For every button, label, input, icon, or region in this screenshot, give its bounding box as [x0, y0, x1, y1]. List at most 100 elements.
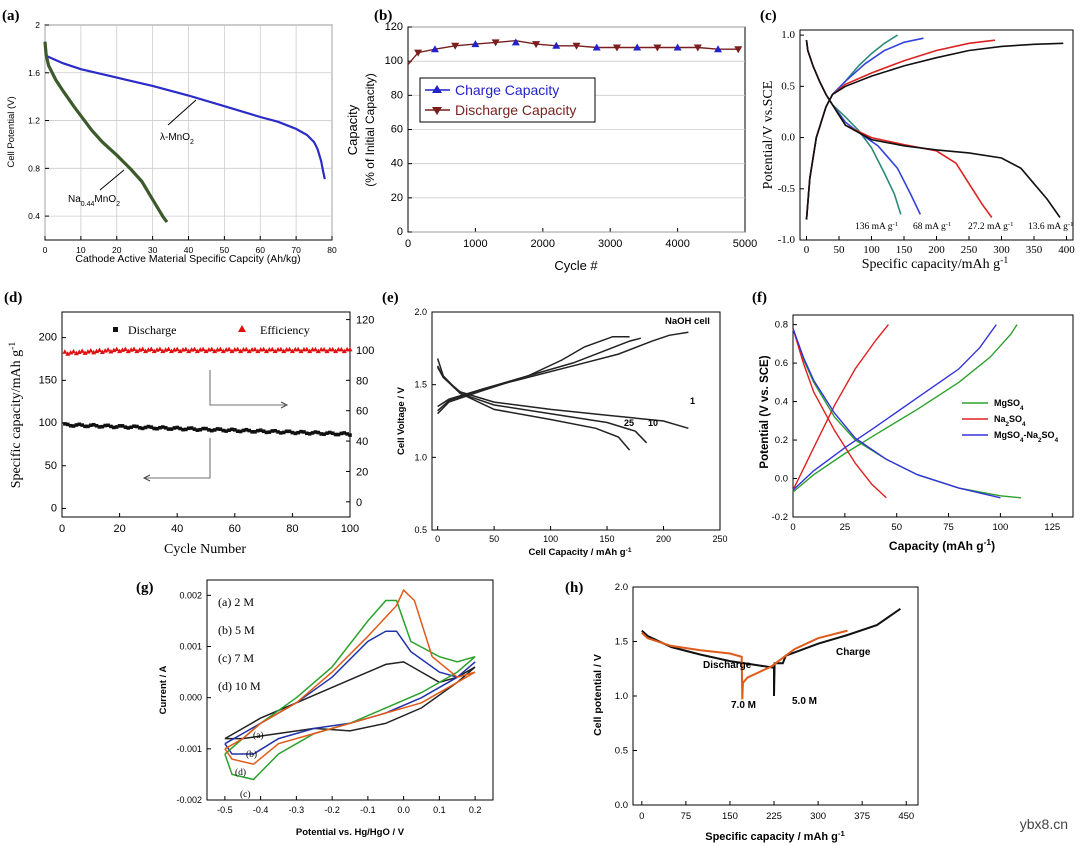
- annotation-5m: 5.0 M: [792, 696, 817, 707]
- tick-label-x: -0.5: [217, 805, 233, 815]
- tick-label-x: 1000: [463, 238, 487, 250]
- discharge-point: [120, 424, 125, 428]
- tick-label-x: 20: [113, 523, 125, 535]
- cycle-label: 25: [624, 418, 634, 428]
- efficiency-point: [134, 348, 140, 354]
- tick-label-y: 200: [39, 332, 57, 344]
- tick-label-y: 1.2: [28, 116, 40, 126]
- efficiency-point: [82, 350, 88, 355]
- efficiency-point: [96, 347, 102, 353]
- tick-label-y: 0.001: [179, 642, 202, 652]
- efficiency-point: [272, 348, 278, 354]
- discharge-point: [299, 429, 303, 434]
- efficiency-point: [341, 348, 347, 354]
- discharge-point: [91, 422, 96, 427]
- tick-label-x: 60: [229, 523, 241, 535]
- tick-label-y: 1.6: [28, 68, 40, 78]
- tick-label-y: 0.5: [414, 525, 427, 535]
- discharge-point: [189, 426, 194, 430]
- discharge-point: [192, 427, 197, 431]
- panel-b: 0 1000 2000 3000 4000 5000 0 20 40 60 80 100 120 Cycl…: [345, 21, 757, 273]
- tick-label-x: 375: [854, 811, 870, 822]
- legend-label: (d) 10 M: [218, 679, 261, 693]
- tick-label-x: 0: [435, 534, 440, 544]
- discharge-point: [106, 423, 110, 428]
- tick-label-y: 60: [391, 124, 403, 136]
- efficiency-point: [143, 348, 149, 354]
- discharge-point: [310, 431, 315, 435]
- series-3: [805, 40, 1064, 220]
- legend-label: Charge Capacity: [455, 82, 559, 98]
- text-span: -Na: [1024, 430, 1039, 440]
- series-cycle-0: [436, 331, 689, 430]
- tick-label-x: 25: [840, 522, 851, 533]
- tick-label-y: 0.8: [28, 163, 40, 173]
- tick-label-y2: 80: [356, 375, 368, 387]
- legend-label: (b) 5 M: [218, 623, 255, 637]
- tick-label-x: 50: [891, 522, 902, 533]
- series-cv-3: [224, 588, 476, 766]
- discharge-point: [328, 430, 332, 435]
- text-subscript: -1: [626, 547, 632, 554]
- efficiency-point: [200, 346, 206, 352]
- efficiency-point: [278, 346, 284, 352]
- axis-title-x: Capacity (mAh g-1): [889, 537, 995, 553]
- tick-label-y2: 0: [356, 497, 362, 509]
- plot-frame: [792, 314, 1074, 518]
- discharge-point: [161, 425, 165, 429]
- efficiency-point: [65, 351, 71, 356]
- text-subscript: -1: [984, 537, 992, 547]
- axis-title-x: Cell Capacity / mAh g-1: [528, 547, 631, 559]
- arrowhead: [280, 401, 289, 409]
- panel-label-c: (c): [760, 8, 777, 24]
- tick-label-y: -0.5: [778, 183, 796, 195]
- efficiency-point: [255, 348, 261, 354]
- efficiency-point: [220, 348, 226, 354]
- legend: Charge Capacity Discharge Capacity: [419, 77, 596, 123]
- text-subscript: 0.44: [81, 201, 95, 208]
- efficiency-point: [140, 346, 146, 352]
- panel-label-f: (f): [752, 290, 767, 306]
- tick-label-x: 150: [600, 534, 615, 544]
- discharge-point: [103, 423, 107, 428]
- tick-label-x: 0: [43, 245, 48, 255]
- cycle-label: 10: [648, 418, 658, 428]
- discharge-point: [63, 422, 67, 426]
- tick-label-y: 0.4: [28, 211, 40, 221]
- series-cycle-2: [436, 335, 631, 451]
- discharge-point: [302, 430, 306, 434]
- efficiency-point: [177, 348, 183, 354]
- discharge-point: [224, 429, 228, 433]
- axis-title-x: Specific capacity / mAh g-1: [705, 829, 845, 844]
- efficiency-point: [73, 350, 79, 356]
- tick-label-y: 80: [391, 89, 403, 101]
- tick-label-x: 100: [863, 244, 880, 256]
- discharge-point: [290, 430, 295, 435]
- discharge-marker: [491, 39, 500, 47]
- efficiency-point: [160, 348, 166, 354]
- plot-frame: [206, 579, 494, 801]
- tick-label-x: 4000: [665, 238, 689, 250]
- text-span: MnO: [94, 194, 116, 205]
- discharge-point: [215, 427, 220, 431]
- tick-label-y: 1.0: [414, 452, 427, 462]
- discharge-marker: [612, 44, 621, 52]
- legend-label: (c) 7 M: [218, 651, 254, 665]
- discharge-point: [114, 425, 119, 429]
- tick-label-x: 80: [327, 245, 337, 255]
- tick-label-y2: 100: [356, 345, 374, 357]
- tick-label-y: -0.001: [176, 744, 202, 754]
- discharge-point: [261, 429, 266, 434]
- efficiency-point: [347, 346, 353, 352]
- tick-label-y: 0.000: [179, 693, 202, 703]
- arrowhead: [142, 474, 151, 482]
- series-5m: [641, 607, 901, 697]
- charge-marker: [714, 45, 723, 53]
- tick-label-y: 100: [385, 55, 403, 67]
- tick-label-x: 0.1: [433, 805, 446, 815]
- charge-marker: [673, 43, 682, 51]
- discharge-point: [293, 431, 298, 436]
- axis-title-y: Cell potential / V: [592, 654, 604, 736]
- tick-label-x: 300: [993, 244, 1010, 256]
- tick-label-y: 100: [39, 417, 57, 429]
